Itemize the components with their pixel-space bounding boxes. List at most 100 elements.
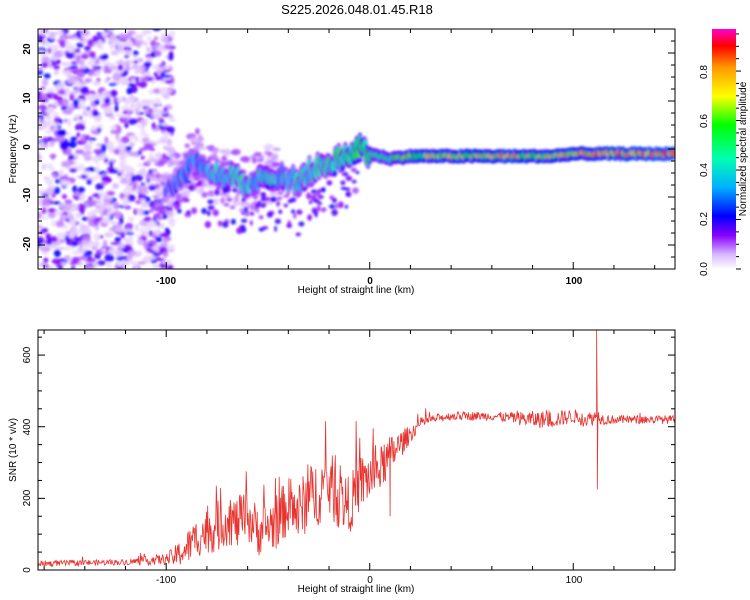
heatmap-cell — [58, 89, 67, 95]
heatmap-cell — [207, 199, 214, 205]
heatmap-cell — [232, 199, 240, 207]
heatmap-cell — [71, 36, 79, 41]
y-tick-label: -10 — [22, 187, 33, 202]
heatmap-cell — [38, 236, 45, 244]
heatmap-cell — [53, 124, 58, 131]
heatmap-cell — [133, 103, 142, 107]
heatmap-cell — [74, 80, 81, 89]
heatmap-cell — [136, 42, 141, 48]
heatmap-cell — [59, 140, 69, 148]
heatmap-cell — [54, 30, 64, 36]
heatmap-cell — [75, 149, 85, 155]
heatmap-cell — [102, 239, 108, 248]
heatmap-cell — [198, 187, 205, 192]
heatmap-cell — [162, 240, 168, 247]
heatmap-cell — [231, 148, 241, 156]
heatmap-cell — [207, 205, 215, 211]
heatmap-cell — [125, 222, 134, 229]
heatmap-cell — [174, 204, 182, 208]
heatmap-cell — [92, 261, 98, 269]
heatmap-cell — [118, 59, 124, 66]
heatmap-cell — [48, 265, 55, 269]
heatmap-cell — [82, 170, 90, 175]
heatmap-cell — [116, 243, 126, 249]
heatmap-cell — [140, 198, 146, 204]
heatmap-cell — [121, 114, 127, 119]
heatmap-cell — [63, 246, 72, 251]
heatmap-cell — [76, 30, 83, 38]
heatmap-cell — [54, 50, 63, 59]
heatmap-cell — [80, 133, 86, 142]
colorbar-ticks — [736, 33, 741, 270]
heatmap-cell — [132, 50, 139, 56]
heatmap-cell — [255, 208, 260, 214]
heatmap-cell — [295, 232, 302, 237]
heatmap-cell — [124, 205, 132, 210]
heatmap-cell — [126, 107, 134, 112]
heatmap-cell — [340, 166, 346, 172]
heatmap-cell — [344, 187, 351, 191]
heatmap-cell — [164, 227, 170, 232]
heatmap-cell — [206, 185, 215, 189]
heatmap-cell — [50, 138, 58, 143]
x-tick-label: -100 — [156, 276, 176, 287]
heatmap-cell — [154, 201, 164, 207]
heatmap-cell — [166, 126, 175, 134]
heatmap-cell — [83, 154, 92, 161]
heatmap-cell — [80, 53, 89, 60]
heatmap-cell — [76, 203, 86, 212]
heatmap-cell — [38, 262, 42, 267]
heatmap-cell — [167, 53, 174, 61]
heatmap-cell — [201, 207, 207, 215]
heatmap-cell — [87, 242, 94, 249]
heatmap-cell — [80, 31, 91, 36]
heatmap-cell — [79, 224, 88, 232]
heatmap-cell — [144, 75, 150, 80]
heatmap-cell — [310, 189, 318, 194]
heatmap-cell — [162, 131, 168, 138]
heatmap-cell — [68, 231, 76, 239]
heatmap-cell — [41, 207, 47, 215]
heatmap-cell — [163, 44, 172, 50]
heatmap-cell — [196, 146, 206, 151]
heatmap-cell — [78, 241, 83, 247]
heatmap-cell — [169, 159, 175, 167]
heatmap-cell — [116, 44, 124, 53]
heatmap-cell — [92, 65, 97, 73]
heatmap-cell — [154, 229, 161, 237]
heatmap-cell — [144, 133, 150, 139]
heatmap-cell — [86, 178, 93, 185]
heatmap-cell — [38, 91, 43, 96]
heatmap-cell — [257, 200, 262, 207]
heatmap-cell — [93, 240, 100, 249]
heatmap-cell — [139, 219, 148, 227]
heatmap-cell — [76, 42, 84, 48]
heatmap-cell — [249, 211, 255, 216]
heatmap-cell — [332, 170, 338, 177]
heatmap-cell — [69, 168, 78, 173]
heatmap-cell — [61, 62, 68, 66]
snr-panel: -100 0 100 Height of straight line (km) … — [8, 329, 676, 595]
heatmap-cell — [148, 220, 156, 225]
heatmap-cell — [263, 143, 274, 151]
heatmap-cell — [103, 158, 109, 164]
heatmap-cell — [80, 106, 89, 110]
heatmap-cell — [38, 140, 45, 148]
heatmap-cell — [110, 50, 119, 56]
heatmap-cell — [160, 175, 169, 179]
heatmap-cell — [131, 175, 136, 183]
heatmap-cell — [137, 150, 143, 156]
plot-frame-bottom — [37, 329, 676, 571]
heatmap-cell — [148, 89, 154, 95]
heatmap-cell — [55, 134, 65, 143]
heatmap-cell — [114, 105, 119, 113]
heatmap-cell — [41, 61, 49, 68]
heatmap-cell — [38, 66, 43, 71]
heatmap-cell — [78, 37, 85, 41]
heatmap-cell — [38, 211, 42, 220]
heatmap-cell — [100, 181, 108, 186]
heatmap-cell — [276, 196, 283, 200]
heatmap-cell — [130, 181, 139, 186]
heatmap-cell — [235, 190, 241, 197]
heatmap-cell — [191, 207, 198, 215]
